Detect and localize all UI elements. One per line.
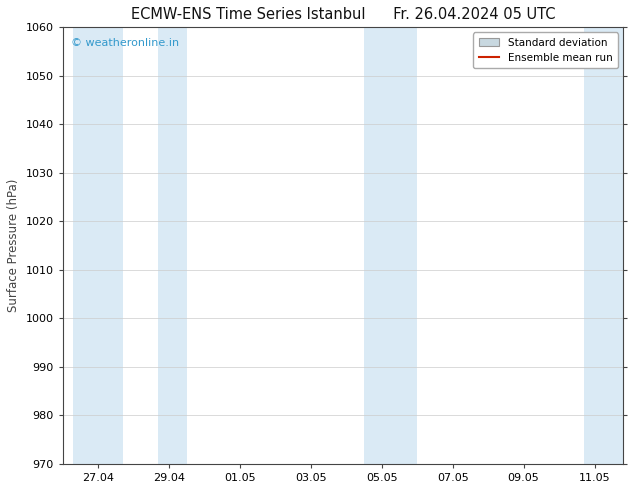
Bar <box>74 27 123 464</box>
Text: © weatheronline.in: © weatheronline.in <box>71 38 179 48</box>
Bar <box>364 27 382 464</box>
Title: ECMW-ENS Time Series Istanbul      Fr. 26.04.2024 05 UTC: ECMW-ENS Time Series Istanbul Fr. 26.04.… <box>131 7 555 22</box>
Bar <box>584 27 623 464</box>
Bar <box>382 27 417 464</box>
Bar <box>158 27 187 464</box>
Legend: Standard deviation, Ensemble mean run: Standard deviation, Ensemble mean run <box>474 32 618 68</box>
Y-axis label: Surface Pressure (hPa): Surface Pressure (hPa) <box>7 179 20 312</box>
